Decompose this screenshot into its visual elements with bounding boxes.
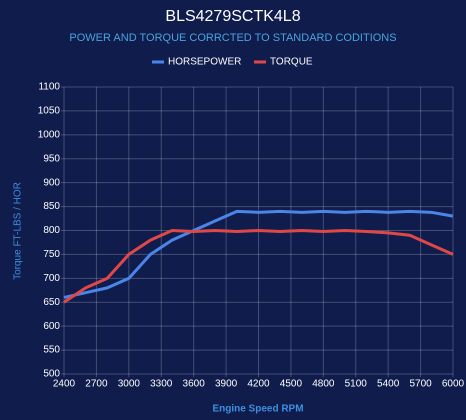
x-tick-label: 3600 — [183, 379, 206, 390]
y-tick-label: 900 — [43, 177, 60, 188]
series-line — [63, 229, 454, 304]
x-tick-label: 4500 — [280, 379, 303, 390]
y-tick-label: 750 — [43, 249, 60, 260]
y-tick-label: 500 — [43, 369, 60, 380]
x-tick-label: 5100 — [345, 379, 368, 390]
y-tick-label: 1000 — [38, 129, 61, 140]
x-tick-label: 5700 — [409, 379, 432, 390]
x-tick-label: 3300 — [150, 379, 173, 390]
y-tick-label: 600 — [43, 321, 60, 332]
y-tick-label: 800 — [43, 225, 60, 236]
x-tick-label: 4200 — [247, 379, 270, 390]
y-tick-label: 550 — [43, 345, 60, 356]
x-tick-label: 2700 — [85, 379, 108, 390]
y-tick-label: 700 — [43, 273, 60, 284]
x-tick-label: 3000 — [118, 379, 141, 390]
y-tick-label: 850 — [43, 201, 60, 212]
x-axis-title: Engine Speed RPM — [212, 404, 303, 415]
y-tick-label: 1050 — [38, 106, 61, 117]
y-tick-label: 950 — [43, 153, 60, 164]
chart-title: BLS4279SCTK4L8 — [165, 8, 300, 25]
y-axis-title: Torque FT-LBS / HOR — [13, 182, 24, 280]
x-tick-label: 3900 — [215, 379, 238, 390]
x-tick-label: 4800 — [312, 379, 335, 390]
y-tick-label: 650 — [43, 297, 60, 308]
y-tick-label: 1100 — [38, 82, 60, 93]
x-tick-label: 5400 — [377, 379, 400, 390]
chart-subtitle: POWER AND TORQUE CORRCTED TO STANDARD CO… — [69, 32, 396, 44]
legend-label: HORSEPOWER — [168, 57, 241, 68]
x-tick-label: 2400 — [53, 379, 76, 390]
x-tick-label: 6000 — [442, 379, 465, 390]
legend-label: TORQUE — [270, 57, 313, 68]
series-line — [63, 209, 454, 299]
